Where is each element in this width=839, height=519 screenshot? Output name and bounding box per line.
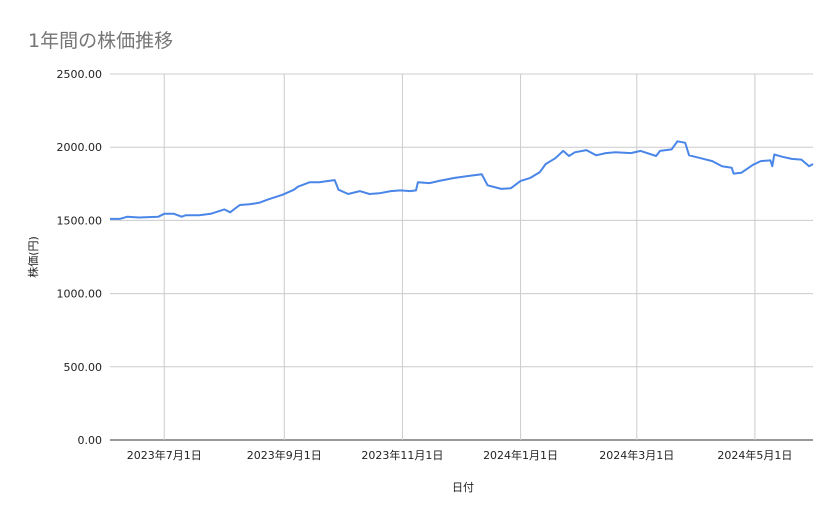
x-tick-label: 2024年5月1日 — [717, 448, 792, 462]
y-tick-label: 1000.00 — [57, 288, 103, 301]
y-axis-ticks: 0.00 500.00 1000.00 1500.00 2000.00 2500.00 — [57, 68, 103, 447]
y-tick-label: 500.00 — [64, 361, 103, 374]
x-axis-label: 日付 — [452, 481, 474, 494]
y-tick-label: 1500.00 — [57, 214, 103, 227]
x-tick-label: 2024年1月1日 — [483, 448, 558, 462]
chart-title: 1年間の株価推移 — [28, 30, 174, 52]
x-tick-label: 2024年3月1日 — [599, 448, 674, 462]
x-tick-label: 2023年9月1日 — [247, 448, 322, 462]
y-tick-label: 2000.00 — [57, 141, 103, 154]
x-axis-ticks: 2023年7月1日 2023年9月1日 2023年11月1日 2024年1月1日 202… — [127, 448, 793, 462]
series-line — [110, 140, 814, 220]
y-axis-label: 株価(円) — [26, 236, 40, 278]
y-tick-label: 0.00 — [78, 434, 103, 447]
series-group — [110, 140, 814, 220]
x-tick-label: 2023年11月1日 — [361, 448, 443, 462]
y-tick-label: 2500.00 — [57, 68, 103, 81]
gridlines — [110, 73, 813, 441]
x-tick-label: 2023年7月1日 — [127, 448, 202, 462]
